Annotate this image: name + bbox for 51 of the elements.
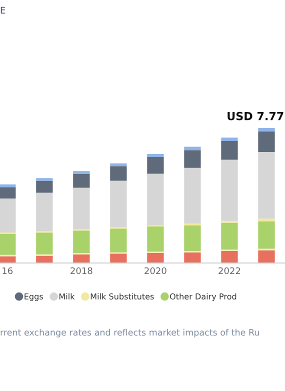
bar [258,128,275,132]
bar [73,230,90,254]
legend-label: Milk [59,293,75,300]
bar [36,256,53,263]
chart-title: E [0,6,6,14]
bar [0,198,16,232]
bar [258,131,275,152]
bar [0,184,16,188]
x-tick-label: 2022 [218,267,240,274]
bar [147,174,164,226]
bar [184,225,201,251]
bar [110,163,127,166]
bar [258,250,275,263]
legend-label: Eggs [24,294,43,302]
text: rrent exchange rates and reflects market impacts of the Ru [0,328,259,338]
x-tick-label: 16 [2,267,13,274]
bar [147,157,164,174]
bar [73,171,90,174]
bar [147,154,164,158]
x-tick-label: 2018 [70,267,92,274]
bar [0,234,16,255]
bar [110,180,127,228]
bar [184,168,201,224]
bar [110,228,127,252]
legend-label: Milk Substitutes [90,293,154,300]
bar [36,192,53,232]
bar [258,218,275,222]
bar [36,232,53,254]
bar [110,254,127,263]
bar [184,150,201,168]
bar [73,188,90,230]
x-tick-label: 2020 [144,267,166,274]
bar [221,140,238,160]
bar [36,178,53,181]
bar [258,152,275,219]
bar [221,222,238,250]
bar [184,146,201,150]
annotation: USD 7.77 [228,112,284,120]
bar [147,253,164,263]
bar [184,252,201,263]
bar [221,250,238,263]
legend-label: Other Dairy Prod [170,293,236,302]
bar [0,187,16,198]
bar [110,166,127,181]
bar [147,226,164,252]
bar [73,254,90,263]
bar [73,174,90,188]
bar [36,180,53,193]
bar [221,160,238,221]
bar [221,138,238,141]
bar [258,221,275,249]
